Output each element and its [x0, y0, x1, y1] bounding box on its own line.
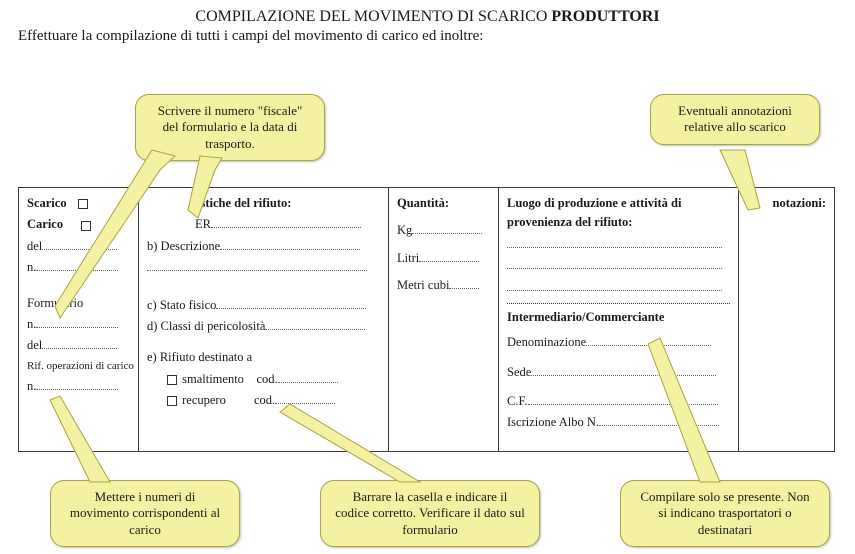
label-n-2: n. [27, 317, 36, 331]
field-classi[interactable] [265, 319, 365, 330]
field-descrizione-2[interactable] [147, 260, 367, 271]
separator [507, 303, 730, 304]
checkbox-scarico[interactable] [78, 199, 88, 209]
label-litri: Litri [397, 251, 419, 265]
callout-numeri: Mettere i numeri di movimento corrispond… [50, 480, 240, 547]
field-litri[interactable] [419, 251, 479, 262]
field-luogo-2[interactable] [507, 258, 722, 269]
checkbox-smaltimento[interactable] [167, 375, 177, 385]
label-rif: Rif. operazioni di carico [27, 360, 134, 372]
col-scarico-carico: Scarico Carico del n. Formulario n. del … [19, 188, 139, 451]
label-caratteristiche: istiche del rifiuto: [197, 196, 291, 210]
label-denominazione: Denominazione [507, 335, 586, 349]
label-cod-1: cod. [256, 372, 277, 386]
label-cf: C.F. [507, 394, 528, 408]
field-er[interactable] [211, 217, 361, 228]
col-caratteristiche: istiche del rifiuto: ER b) Descrizione c… [139, 188, 389, 451]
field-luogo-1[interactable] [507, 237, 722, 248]
field-cf[interactable] [528, 394, 718, 405]
label-sede: Sede [507, 365, 531, 379]
field-formulario-del[interactable] [42, 338, 117, 349]
field-cod-rec[interactable] [275, 393, 335, 404]
col-annotazioni: notazioni: [739, 188, 834, 451]
field-sede[interactable] [531, 364, 716, 375]
label-n-3: n. [27, 379, 36, 393]
callout-barrare: Barrare la casella e indicare il codice … [320, 480, 540, 547]
field-del-1[interactable] [42, 239, 117, 250]
page-subtitle: Effettuare la compilazione di tutti i ca… [18, 28, 855, 45]
label-scarico: Scarico [27, 196, 67, 210]
callout-intermediario: Compilare solo se presente. Non si indic… [620, 480, 830, 547]
field-n-1[interactable] [36, 260, 118, 271]
label-destinato: e) Rifiuto destinato a [147, 350, 252, 364]
field-mc[interactable] [449, 278, 479, 289]
field-luogo-3[interactable] [507, 279, 722, 290]
field-stato[interactable] [216, 297, 366, 308]
label-stato: c) Stato fisico [147, 298, 216, 312]
label-cod-2: cod. [254, 393, 275, 407]
field-descrizione[interactable] [220, 239, 360, 250]
page-title: COMPILAZIONE DEL MOVIMENTO DI SCARICO PR… [0, 8, 855, 26]
label-del-1: del [27, 239, 42, 253]
label-mc: Metri cubi [397, 278, 449, 292]
label-classi: d) Classi di pericolosità [147, 319, 265, 333]
label-n-1: n. [27, 260, 36, 274]
form-container: Scarico Carico del n. Formulario n. del … [18, 187, 835, 452]
label-intermediario: Intermediario/Commerciante [507, 310, 664, 324]
col-luogo: Luogo di produzione e attività di proven… [499, 188, 739, 451]
field-rif-n[interactable] [36, 378, 118, 389]
label-descrizione: b) Descrizione [147, 239, 220, 253]
title-bold: PRODUTTORI [551, 8, 659, 25]
checkbox-recupero[interactable] [167, 396, 177, 406]
field-iscrizione[interactable] [599, 415, 719, 426]
label-kg: Kg [397, 223, 412, 237]
label-carico: Carico [27, 217, 63, 231]
label-iscrizione: Iscrizione Albo N. [507, 415, 599, 429]
label-quantita: Quantità: [397, 196, 449, 210]
label-er: ER [195, 217, 211, 231]
label-luogo: Luogo di produzione e attività di proven… [507, 196, 681, 229]
label-del-2: del [27, 338, 42, 352]
title-prefix: COMPILAZIONE DEL MOVIMENTO DI SCARICO [195, 8, 551, 25]
label-annotazioni: notazioni: [773, 196, 826, 210]
field-kg[interactable] [412, 223, 482, 234]
label-recupero: recupero [182, 393, 226, 407]
col-quantita: Quantità: Kg Litri Metri cubi [389, 188, 499, 451]
callout-annotazioni: Eventuali annotazioni relative allo scar… [650, 94, 820, 145]
callout-fiscale: Scrivere il numero "fiscale" del formula… [135, 94, 325, 161]
field-formulario-n[interactable] [36, 317, 118, 328]
checkbox-carico[interactable] [81, 221, 91, 231]
field-denominazione[interactable] [586, 335, 711, 346]
label-formulario: Formulario [27, 296, 83, 310]
field-cod-smalt[interactable] [278, 371, 338, 382]
label-smaltimento: smaltimento [182, 372, 244, 386]
